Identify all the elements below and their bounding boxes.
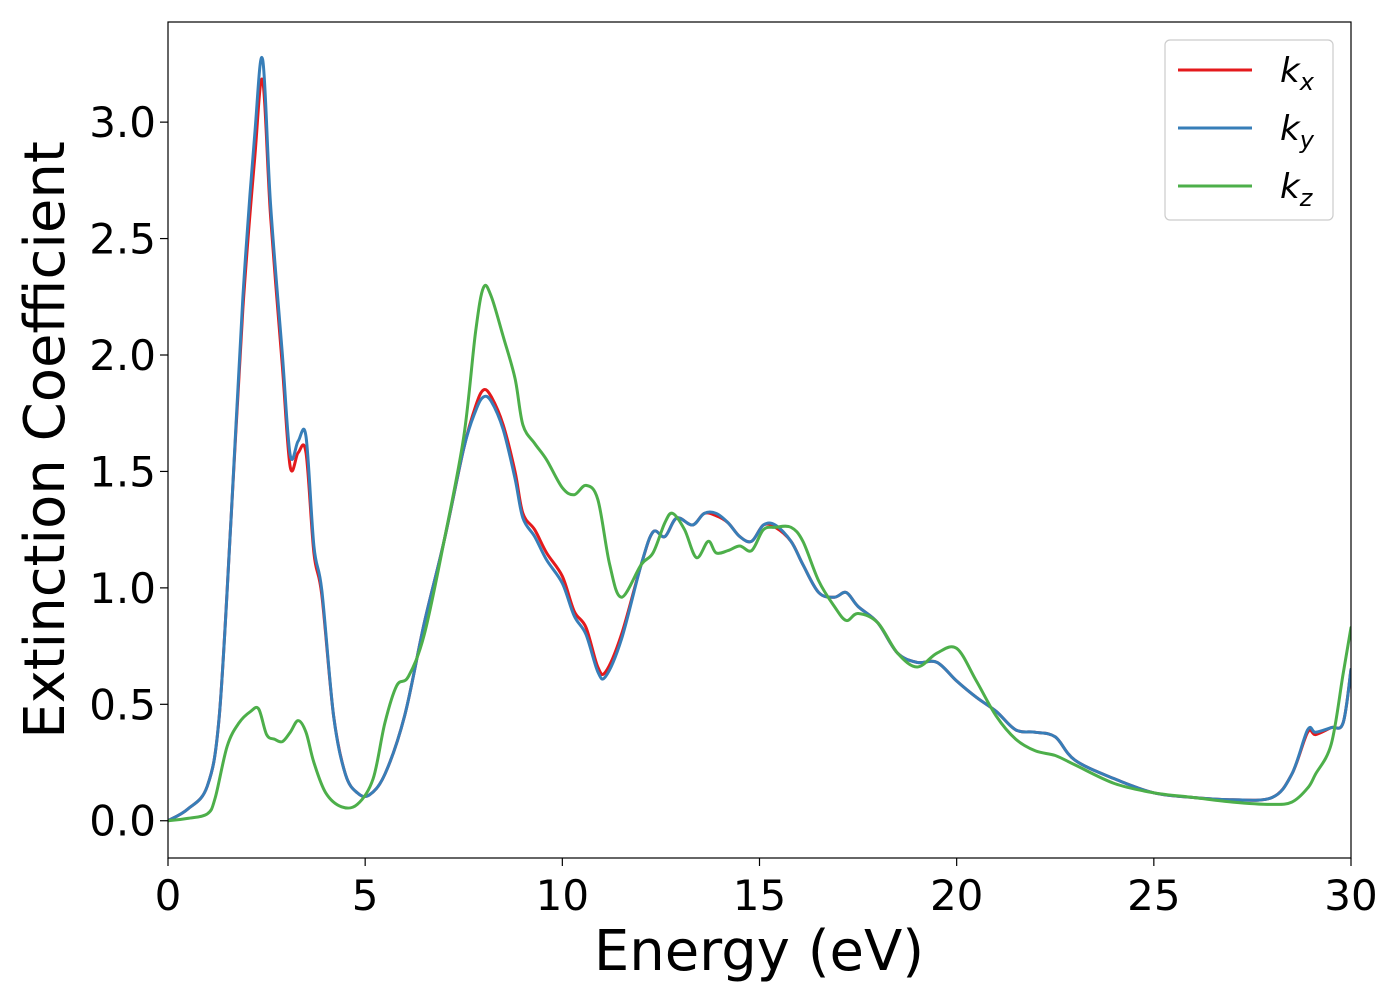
legend-label-x: kx (1280, 51, 1315, 96)
y-axis-label: Extinction Coefficient (13, 141, 78, 739)
x-tick-label: 5 (352, 871, 379, 920)
legend-label-z: kz (1280, 167, 1314, 212)
series-layer (168, 55, 1351, 823)
x-tick-label: 0 (155, 871, 182, 920)
y-tick-label: 2.0 (89, 331, 156, 380)
x-tick-label: 15 (733, 871, 786, 920)
x-tick-label: 10 (536, 871, 589, 920)
y-tick-label: 2.5 (89, 215, 156, 264)
x-tick-label: 30 (1324, 871, 1377, 920)
y-tick-label: 1.5 (89, 447, 156, 496)
x-tick-label: 25 (1127, 871, 1180, 920)
y-tick-label: 0.0 (89, 797, 156, 846)
legend: kx ky kz (1164, 39, 1334, 221)
y-axis: 0.0 0.5 1.0 1.5 2.0 2.5 3.0 (89, 98, 168, 846)
x-axis: 0 5 10 15 20 25 30 (155, 858, 1378, 920)
x-tick-label: 20 (930, 871, 983, 920)
y-tick-label: 1.0 (89, 564, 156, 613)
y-tick-label: 0.5 (89, 680, 156, 729)
series-line-k-z (168, 283, 1351, 823)
legend-label-y: ky (1280, 109, 1315, 154)
x-axis-label: Energy (eV) (594, 919, 924, 984)
y-tick-label: 3.0 (89, 98, 156, 147)
series-line-k-y (168, 55, 1351, 823)
legend-box (1164, 39, 1334, 221)
